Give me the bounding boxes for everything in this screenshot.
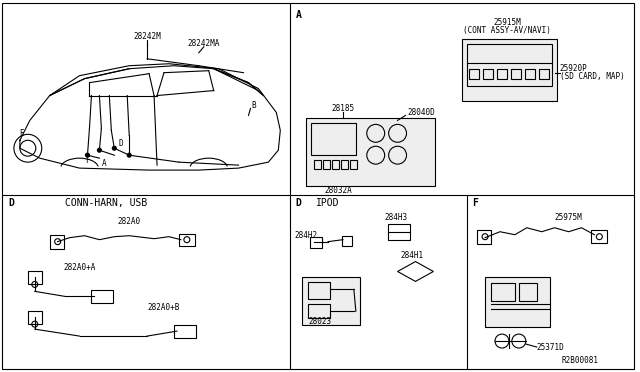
Text: 28023: 28023 <box>308 317 332 326</box>
Text: IPOD: IPOD <box>316 198 340 208</box>
Bar <box>179 234 195 246</box>
Text: 25975M: 25975M <box>555 213 582 222</box>
Bar <box>483 69 493 78</box>
Bar <box>308 282 330 299</box>
Bar <box>308 304 330 318</box>
Text: D: D <box>119 139 124 148</box>
Bar <box>511 69 521 78</box>
Text: R2B00081: R2B00081 <box>561 356 598 365</box>
Text: 282A0+B: 282A0+B <box>148 303 180 312</box>
Text: 284H3: 284H3 <box>384 213 407 222</box>
Bar <box>525 69 535 78</box>
Bar <box>28 272 42 285</box>
Bar <box>462 39 557 100</box>
Text: (SD CARD, MAP): (SD CARD, MAP) <box>559 72 625 81</box>
Text: D: D <box>8 198 14 208</box>
Bar <box>467 44 552 86</box>
Text: F: F <box>85 155 90 165</box>
Bar <box>342 236 352 246</box>
Bar <box>491 283 515 301</box>
Bar <box>477 230 491 244</box>
Bar <box>519 283 537 301</box>
Bar <box>174 325 196 338</box>
Text: A: A <box>102 158 107 168</box>
Bar <box>28 311 42 324</box>
Text: 284H2: 284H2 <box>294 231 317 240</box>
Bar <box>497 69 507 78</box>
Text: 28185: 28185 <box>332 104 355 113</box>
Text: 25920P: 25920P <box>559 64 588 73</box>
Circle shape <box>97 148 101 152</box>
Text: F: F <box>472 198 478 208</box>
Bar <box>306 118 435 186</box>
Text: CONN-HARN, USB: CONN-HARN, USB <box>65 198 147 208</box>
Text: 28032A: 28032A <box>324 186 352 195</box>
Text: E: E <box>20 129 24 138</box>
Bar <box>302 278 360 325</box>
Bar <box>323 160 330 169</box>
Bar <box>469 69 479 78</box>
Text: B: B <box>251 101 256 110</box>
Bar <box>591 230 607 243</box>
Circle shape <box>86 153 90 157</box>
Bar <box>50 235 63 248</box>
Text: (CONT ASSY-AV/NAVI): (CONT ASSY-AV/NAVI) <box>463 26 551 35</box>
Bar <box>341 160 348 169</box>
Bar <box>539 69 548 78</box>
Text: 282A0: 282A0 <box>118 217 141 226</box>
Bar <box>92 291 113 303</box>
Text: 25371D: 25371D <box>537 343 564 352</box>
Bar <box>332 160 339 169</box>
Text: 25915M: 25915M <box>493 19 521 28</box>
Circle shape <box>112 146 116 150</box>
Bar <box>311 124 356 155</box>
Bar <box>310 237 322 248</box>
Text: 28242MA: 28242MA <box>188 39 220 48</box>
Text: 284H1: 284H1 <box>401 251 424 260</box>
Text: 282A0+A: 282A0+A <box>63 263 96 272</box>
Text: A: A <box>296 10 302 20</box>
Bar <box>314 160 321 169</box>
Bar <box>350 160 357 169</box>
Text: 28242M: 28242M <box>133 32 161 41</box>
Bar <box>388 224 410 240</box>
Circle shape <box>127 153 131 157</box>
Text: D: D <box>295 198 301 208</box>
Text: 28040D: 28040D <box>408 108 435 117</box>
Bar <box>485 278 550 327</box>
